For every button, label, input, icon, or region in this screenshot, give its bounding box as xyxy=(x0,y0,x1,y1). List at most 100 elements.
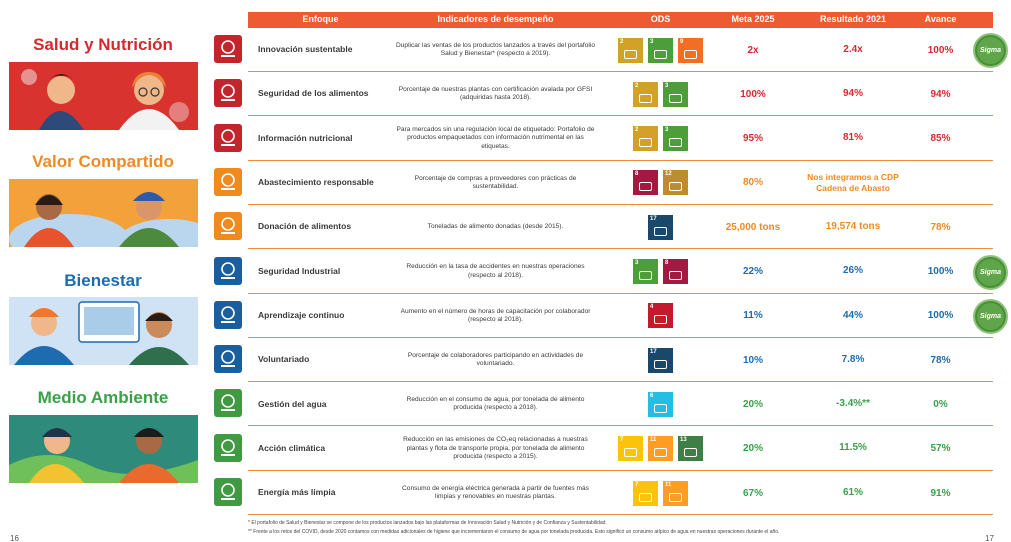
ods-icons: 7 11 xyxy=(608,471,713,515)
progress-value: 100% xyxy=(927,44,954,56)
table-row: Aprendizaje continuo Aumento en el número… xyxy=(214,294,1008,338)
focus-icon xyxy=(214,345,242,374)
focus-icon xyxy=(214,389,242,418)
progress-value: 100% xyxy=(927,266,954,277)
sdg-11-icon: 11 xyxy=(648,436,673,462)
goal-value: 20% xyxy=(742,443,763,455)
indicator-text: Porcentaje de compras a proveedores con … xyxy=(414,174,577,190)
sdg-3-icon: 3 xyxy=(633,259,658,284)
ods-icons: 6 xyxy=(608,382,713,426)
pillar-illustration-salud xyxy=(9,62,198,130)
indicator-text: Porcentaje de nuestras plantas con certi… xyxy=(398,86,593,102)
table-row: Energía más limpia Consumo de energía elé… xyxy=(214,471,993,515)
table-row: Gestión del agua Reducción en el consumo … xyxy=(214,382,993,427)
sdg-13-icon: 13 xyxy=(678,436,703,462)
header-progress: Avance xyxy=(924,14,957,24)
sdg-3-icon: 3 xyxy=(663,126,688,152)
indicator-text: Para mercados sin una regulación local d… xyxy=(396,126,595,150)
focus-label: Voluntariado xyxy=(258,354,310,365)
pillar-illustration-bienestar xyxy=(9,297,198,365)
focus-icon xyxy=(214,123,242,152)
result-value: 2.4x xyxy=(843,43,863,55)
sdg-7-icon: 7 xyxy=(618,436,643,462)
progress-value: 100% xyxy=(927,310,954,322)
header-focus: Enfoque xyxy=(302,14,339,24)
goal-value: 95% xyxy=(742,133,763,145)
sigma-badge: Sigma xyxy=(973,298,1008,334)
table-row: Información nutricional Para mercados sin… xyxy=(214,117,993,161)
pillar-title-medio-ambiente: Medio Ambiente xyxy=(37,388,169,407)
sdg-12-icon: 12 xyxy=(663,170,688,196)
focus-icon xyxy=(214,433,242,462)
progress-value: 91% xyxy=(930,487,951,499)
header-ods: ODS xyxy=(650,14,671,24)
indicator-text: Toneladas de alimento donadas (desde 201… xyxy=(427,223,564,231)
focus-icon xyxy=(214,79,242,108)
progress-value: 94% xyxy=(930,88,951,100)
progress-value: 78% xyxy=(930,354,951,366)
focus-label: Gestión del agua xyxy=(258,398,327,409)
header-result: Resultado 2021 xyxy=(819,14,887,24)
table-row: Acción climática Reducción en las emision… xyxy=(214,427,993,471)
indicator-text: Reducción en las emisiones de CO₂eq rela… xyxy=(403,436,588,460)
result-value: 61% xyxy=(842,486,863,498)
goal-value: 80% xyxy=(742,177,763,189)
focus-label: Seguridad Industrial xyxy=(258,265,341,276)
sdg-9-icon: 9 xyxy=(678,37,703,63)
focus-icon xyxy=(214,35,242,63)
sdg-17-icon: 17 xyxy=(648,347,673,373)
focus-icon xyxy=(214,478,242,506)
goal-value: 20% xyxy=(742,398,763,410)
pillar-illustration-valor xyxy=(9,179,198,247)
footnote-1: * El portafolio de Salud y Bienestar se … xyxy=(248,520,607,526)
ods-icons: 17 xyxy=(608,338,713,382)
indicator-text: Reducción en el consumo de agua, por ton… xyxy=(406,396,585,412)
table-row: Innovación sustentable Duplicar las venta… xyxy=(214,28,1008,72)
ods-icons: 8 12 xyxy=(608,161,713,205)
pillar-title-valor: Valor Compartido xyxy=(32,152,174,171)
result-value: 44% xyxy=(842,309,863,321)
focus-label: Donación de alimentos xyxy=(258,221,352,232)
page-number-right: 17 xyxy=(985,534,994,542)
result-value: 19,574 tons xyxy=(825,220,881,232)
table-row: Abastecimiento responsable Porcentaje de … xyxy=(214,161,993,205)
sdg-8-icon: 8 xyxy=(663,259,688,284)
goal-value: 100% xyxy=(740,88,766,100)
indicator-text: Consumo de energía eléctrica generada a … xyxy=(402,484,589,500)
indicator-text: Reducción en la tasa de accidentes en nu… xyxy=(406,263,585,279)
indicator-text: Aumento en el número de horas de capacit… xyxy=(400,307,591,323)
sdg-11-icon: 11 xyxy=(663,480,688,506)
sdg-2-icon: 2 xyxy=(618,37,643,63)
progress-value: 78% xyxy=(930,221,951,233)
goal-value: 67% xyxy=(742,487,763,499)
result-value: 81% xyxy=(842,132,863,144)
sdg-6-icon: 6 xyxy=(648,391,673,417)
focus-icon xyxy=(214,167,242,196)
progress-value: 85% xyxy=(930,133,951,145)
result-value: 11.5% xyxy=(839,442,867,454)
pillar-title-salud: Salud y Nutrición xyxy=(33,35,173,54)
focus-label: Aprendizaje continuo xyxy=(258,309,345,320)
goal-value: 11% xyxy=(743,310,763,322)
focus-label: Seguridad de los alimentos xyxy=(258,88,369,99)
focus-label: Acción climática xyxy=(258,442,326,453)
sdg-8-icon: 8 xyxy=(633,170,658,196)
goal-value: 22% xyxy=(742,266,763,277)
focus-icon xyxy=(214,212,242,241)
sigma-badge: Sigma xyxy=(973,33,1008,68)
header-indicator: Indicadores de desempeño xyxy=(437,14,554,24)
header-goal: Meta 2025 xyxy=(731,14,775,24)
result-value: 94% xyxy=(842,88,863,100)
table-row: Donación de alimentos Toneladas de alimen… xyxy=(214,205,993,250)
focus-icon xyxy=(214,300,242,329)
pillar-illustration-medio-ambiente xyxy=(9,415,198,483)
sigma-badge: Sigma xyxy=(973,254,1008,290)
progress-value: 0% xyxy=(933,398,948,410)
table-header: Enfoque Indicadores de desempeño ODS Met… xyxy=(248,12,993,28)
indicator-text: Porcentaje de colaboradores participando… xyxy=(407,351,584,368)
goal-value: 10% xyxy=(742,354,763,366)
ods-icons: 7 11 13 xyxy=(608,427,713,471)
